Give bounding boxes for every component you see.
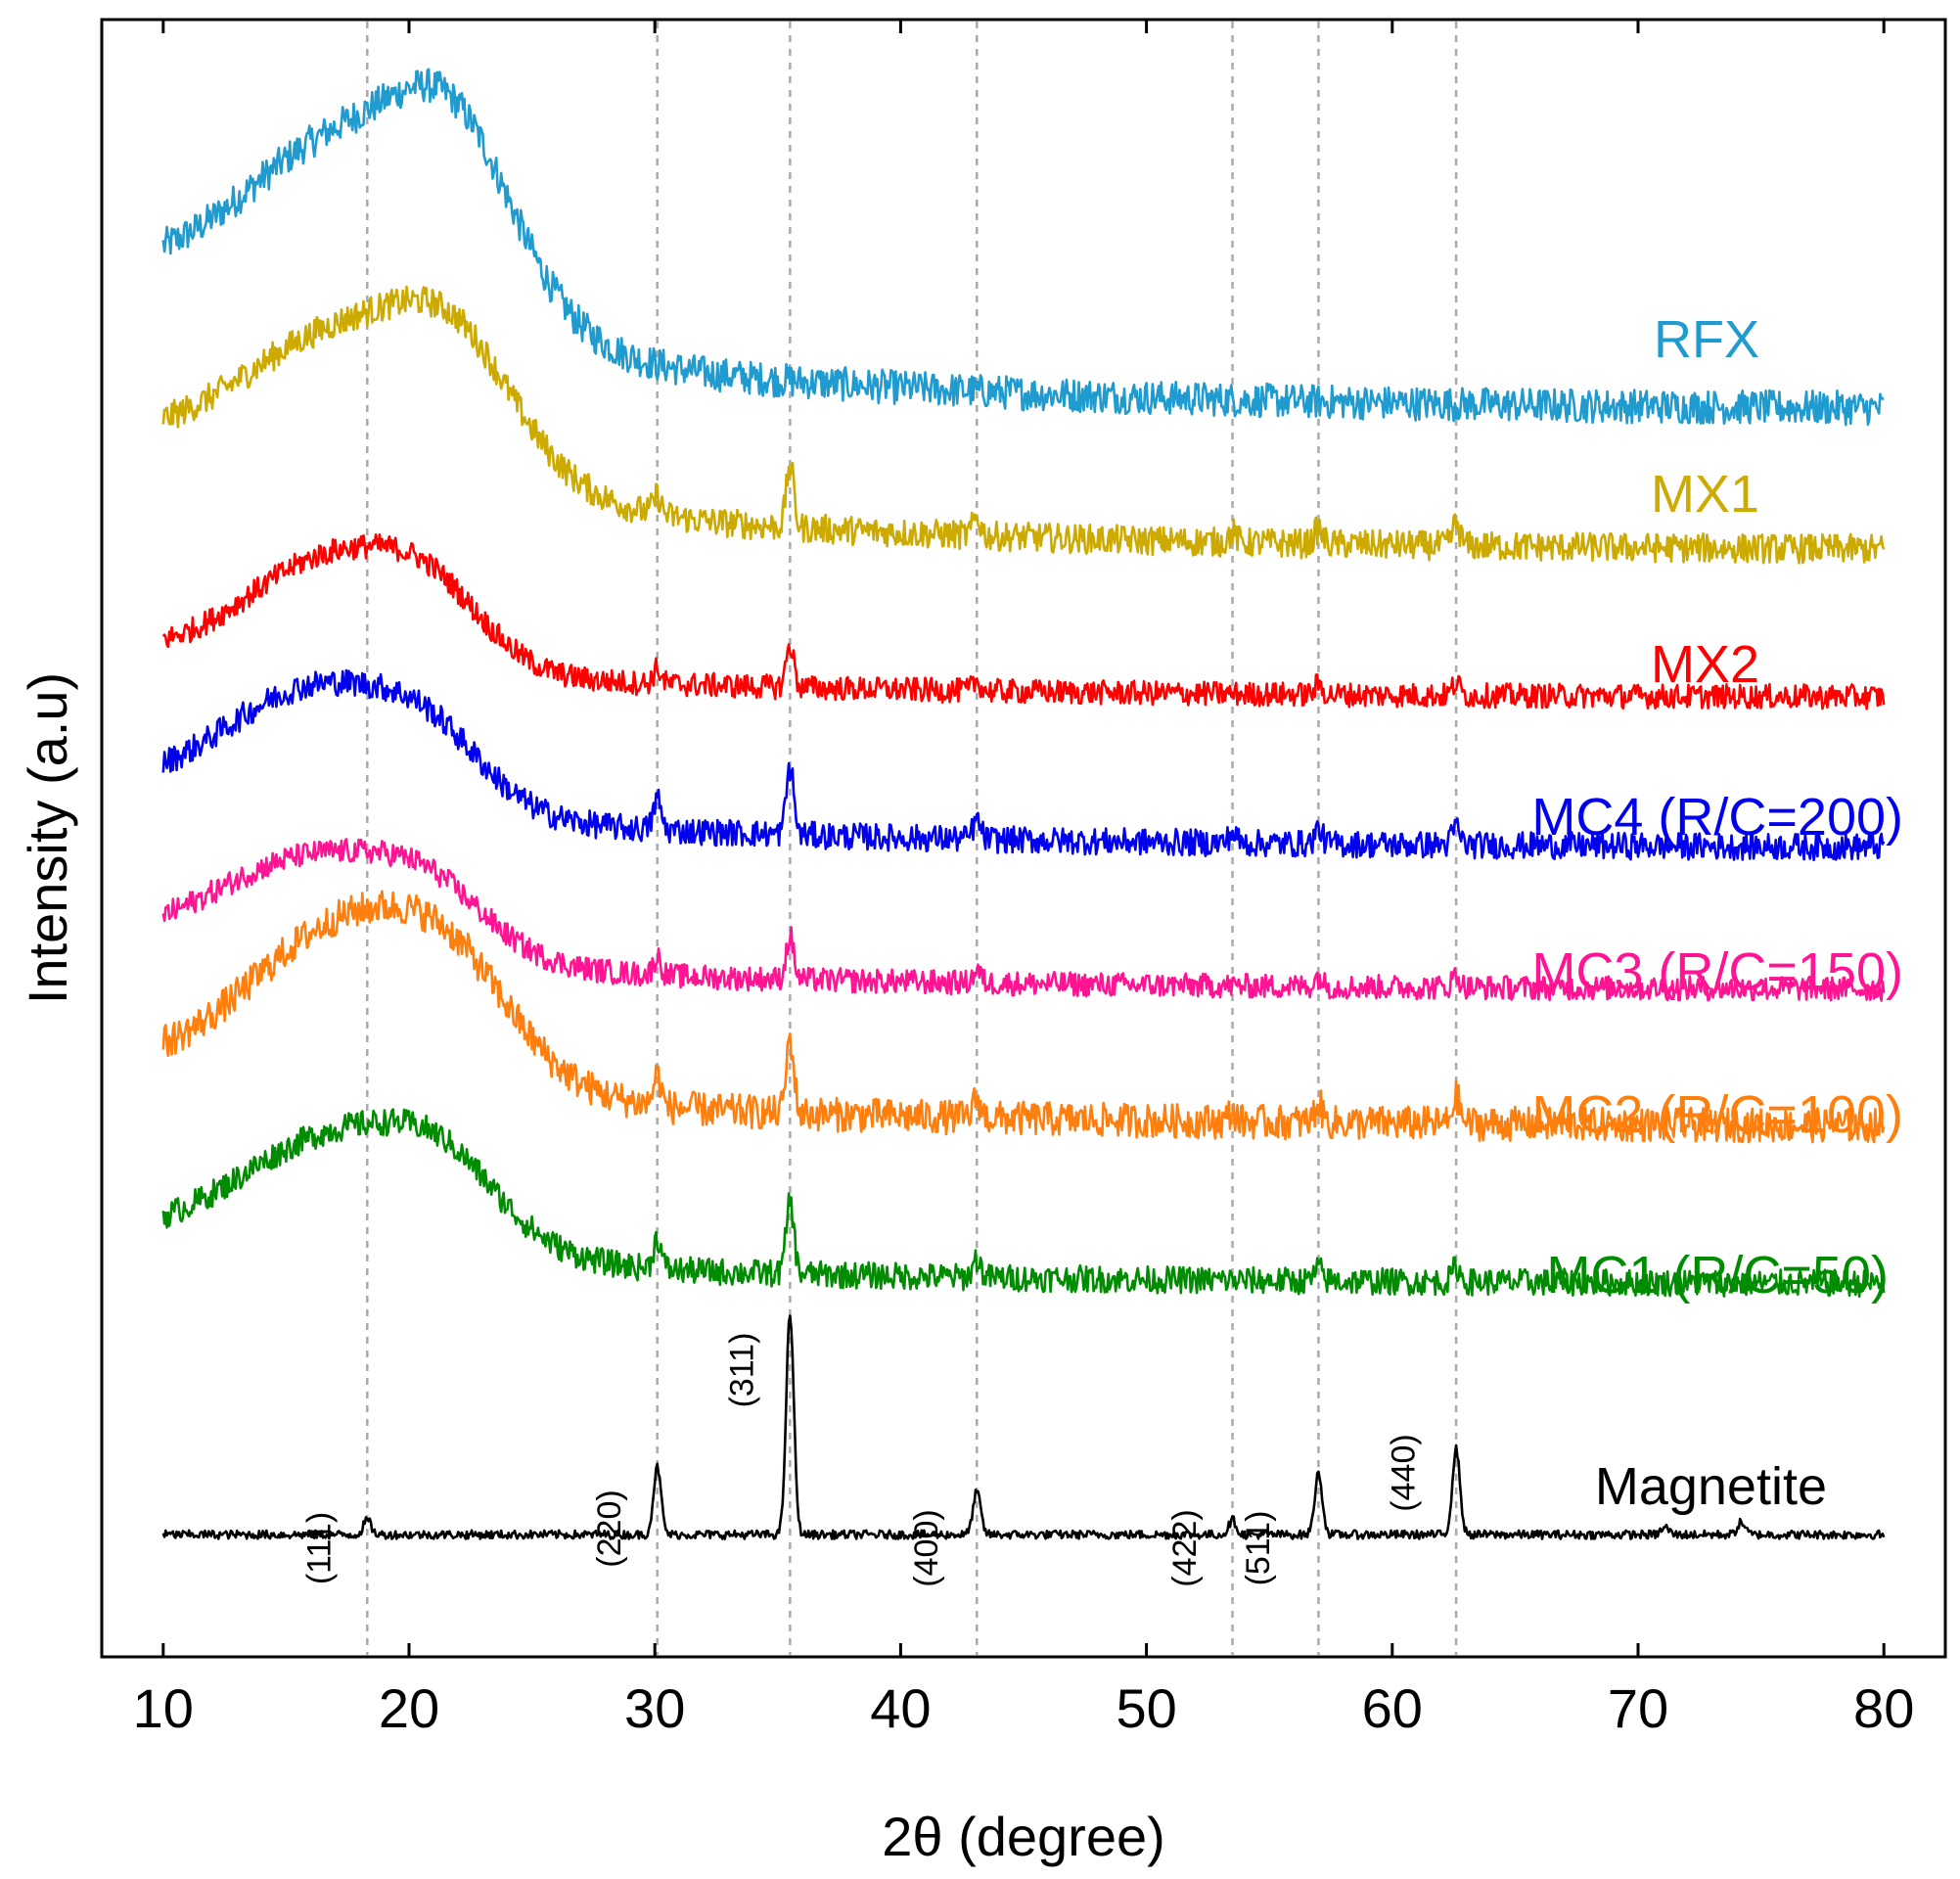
plot-frame <box>100 18 1947 1659</box>
x-axis-title: 2θ (degree) <box>882 1806 1165 1867</box>
hkl-label: (440) <box>1385 1434 1422 1511</box>
hkl-labels: (111) (220) (311) (400) (422) (511) (440) <box>301 1333 1423 1587</box>
x-tick-label: 50 <box>1116 1677 1176 1739</box>
x-tick-label: 60 <box>1362 1677 1423 1739</box>
series-label: Magnetite <box>1595 1457 1827 1516</box>
hkl-label: (311) <box>724 1333 761 1408</box>
series-labels: RFX MX1 MX2 MC4 (R/C=200) MC3 (R/C=150) MC2 (… <box>1531 310 1903 1516</box>
hkl-label: (220) <box>591 1489 628 1567</box>
series-line <box>161 838 1886 1002</box>
series-line <box>161 285 1886 565</box>
hkl-label: (400) <box>908 1509 945 1586</box>
series-label: MC1 (R/C=50) <box>1546 1246 1889 1305</box>
series-line <box>161 1108 1886 1299</box>
hkl-label: (511) <box>1240 1511 1277 1586</box>
series-line <box>161 890 1886 1144</box>
hkl-label: (111) <box>301 1512 339 1584</box>
series-label: RFX <box>1654 310 1759 369</box>
y-axis-title: Intensity (a.u) <box>17 672 78 1004</box>
series-line <box>161 68 1885 427</box>
series-label: MC4 (R/C=200) <box>1531 788 1903 847</box>
series-label: MC3 (R/C=150) <box>1531 942 1903 1001</box>
x-tick-label: 70 <box>1608 1677 1668 1739</box>
x-tick-label: 30 <box>624 1677 685 1739</box>
x-tick-label: 40 <box>870 1677 931 1739</box>
reference-lines <box>366 22 1458 1655</box>
series-line <box>161 668 1886 862</box>
series-label: MX2 <box>1651 635 1759 694</box>
series-label: MC2 (R/C=100) <box>1531 1085 1903 1144</box>
x-tick-label: 10 <box>133 1677 194 1739</box>
series-label: MX1 <box>1651 465 1759 524</box>
x-axis: 10 20 30 40 50 60 70 80 <box>133 20 1914 1739</box>
hkl-label: (422) <box>1166 1509 1204 1586</box>
series-traces <box>161 68 1886 1540</box>
x-tick-label: 80 <box>1853 1677 1914 1739</box>
series-line <box>161 1314 1886 1540</box>
series-line <box>161 532 1886 710</box>
x-tick-label: 20 <box>379 1677 439 1739</box>
